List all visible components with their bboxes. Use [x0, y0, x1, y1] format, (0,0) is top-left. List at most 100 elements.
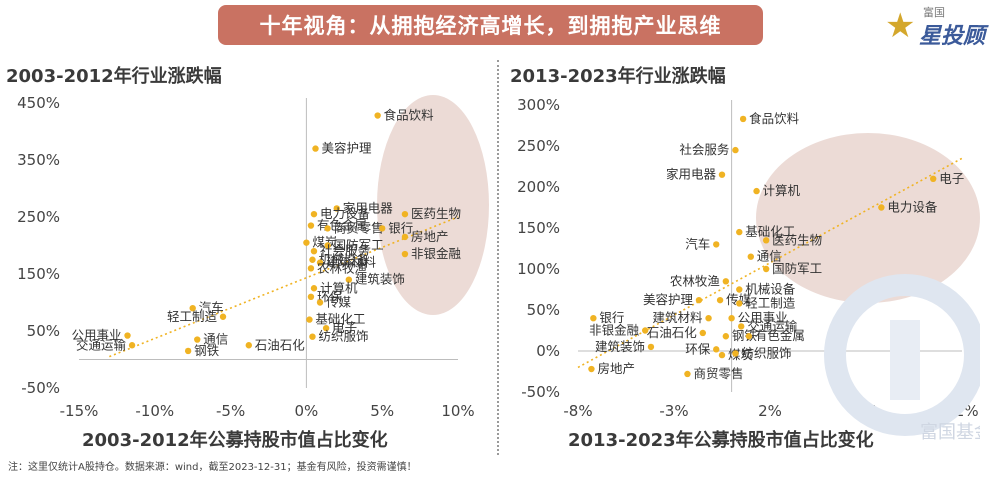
data-point [312, 145, 319, 152]
data-point [684, 370, 691, 378]
data-label: 通信 [203, 332, 228, 347]
data-label: 电力设备 [320, 206, 371, 221]
data-label: 煤炭 [312, 235, 337, 250]
data-point [747, 253, 754, 260]
data-point [316, 259, 324, 266]
data-label: 美容护理 [321, 141, 372, 156]
data-point [219, 313, 227, 320]
data-point [309, 333, 316, 340]
data-label: 社会服务 [679, 142, 729, 157]
data-point [878, 204, 885, 211]
data-label: 交通运输 [76, 337, 127, 352]
data-point [310, 210, 318, 218]
data-label: 钢铁 [732, 328, 758, 343]
data-point [401, 233, 409, 241]
banner-title: 十年视角：从拥抱经济高增长，到拥抱产业思维 [218, 5, 763, 45]
y-tick-label: 100% [517, 260, 560, 278]
data-label: 公用事业 [738, 310, 788, 325]
data-label: 非银金融 [411, 246, 462, 261]
data-label: 建筑装饰 [355, 272, 405, 287]
data-point [307, 293, 315, 300]
y-tick-label: 200% [517, 178, 560, 196]
data-point [316, 299, 324, 306]
x-tick-label: 12% [945, 402, 978, 420]
data-point [379, 225, 386, 232]
brand-top-text: 富国 [923, 6, 945, 19]
data-label: 轻工制造 [745, 295, 796, 310]
data-label: 医药生物 [411, 206, 461, 221]
data-point [128, 342, 136, 349]
data-point [745, 333, 753, 340]
data-label: 有色金属 [755, 328, 805, 343]
y-tick-label: 50% [527, 301, 560, 319]
data-label: 通信 [757, 249, 782, 264]
data-point [736, 286, 743, 293]
data-point [732, 146, 739, 154]
data-point [324, 242, 331, 249]
x-tick-label: 7% [854, 402, 878, 420]
x-tick-label: -10% [135, 402, 174, 420]
y-tick-label: 250% [17, 208, 60, 226]
data-point [124, 332, 131, 339]
data-label: 农林牧渔 [670, 273, 720, 288]
x-tick-label: -5% [216, 402, 245, 420]
y-tick-label: 50% [27, 322, 60, 340]
data-label: 银行 [388, 220, 413, 235]
data-label: 机械设备 [745, 282, 796, 297]
data-point [705, 315, 712, 322]
x-tick-label: -3% [659, 402, 688, 420]
data-label: 美容护理 [643, 292, 694, 307]
x-tick-label: 0% [295, 402, 319, 420]
star-icon: ★ [885, 6, 916, 46]
data-label: 汽车 [199, 300, 224, 315]
data-point [762, 265, 770, 273]
data-label: 环保 [317, 289, 343, 304]
data-point [189, 305, 196, 312]
data-label: 社会服务 [320, 243, 370, 258]
data-label: 基础化工 [745, 224, 795, 239]
data-point [728, 315, 735, 322]
data-label: 电力设备 [887, 200, 938, 215]
data-point [324, 225, 331, 232]
data-label: 电子 [332, 320, 357, 335]
data-point [642, 327, 649, 334]
left-x-axis-title: 2003-2012年公募持股市值占比变化 [82, 430, 388, 451]
data-point [401, 250, 409, 258]
data-label: 计算机 [763, 183, 801, 198]
y-tick-label: 450% [17, 94, 60, 112]
data-label: 房地产 [411, 229, 449, 244]
data-label: 房地产 [597, 361, 635, 376]
data-point [307, 265, 315, 272]
data-point [695, 296, 703, 304]
data-point [588, 365, 595, 373]
data-point [184, 347, 192, 355]
footnote: 注：这里仅统计A股持仓。数据来源：wind，截至2023-12-31；基金有风险… [8, 462, 417, 473]
data-label: 石油石化 [255, 337, 306, 352]
data-point [322, 324, 330, 332]
data-point [736, 228, 743, 236]
data-point [590, 315, 597, 322]
data-point [739, 115, 747, 123]
data-label: 交通运输 [747, 318, 798, 333]
data-label: 计算机 [320, 280, 358, 295]
data-point [753, 187, 760, 195]
y-tick-label: -50% [521, 383, 560, 401]
data-point [718, 171, 726, 178]
data-point [722, 333, 730, 340]
data-label: 家用电器 [666, 167, 717, 182]
data-point [647, 343, 655, 351]
data-label: 建筑材料 [653, 310, 704, 325]
data-label: 农林牧渔 [317, 260, 367, 275]
right-x-axis-title: 2013-2023年公募持股市值占比变化 [568, 430, 874, 451]
data-point [699, 329, 706, 337]
data-label: 环保 [685, 341, 711, 356]
y-tick-label: -50% [21, 379, 60, 397]
data-point [306, 316, 313, 323]
data-point [401, 210, 409, 218]
data-label: 机械设备 [318, 252, 369, 267]
data-label: 食品饮料 [384, 108, 435, 123]
data-label: 钢铁 [194, 343, 220, 358]
data-point [713, 241, 720, 248]
data-label: 轻工制造 [167, 309, 218, 324]
